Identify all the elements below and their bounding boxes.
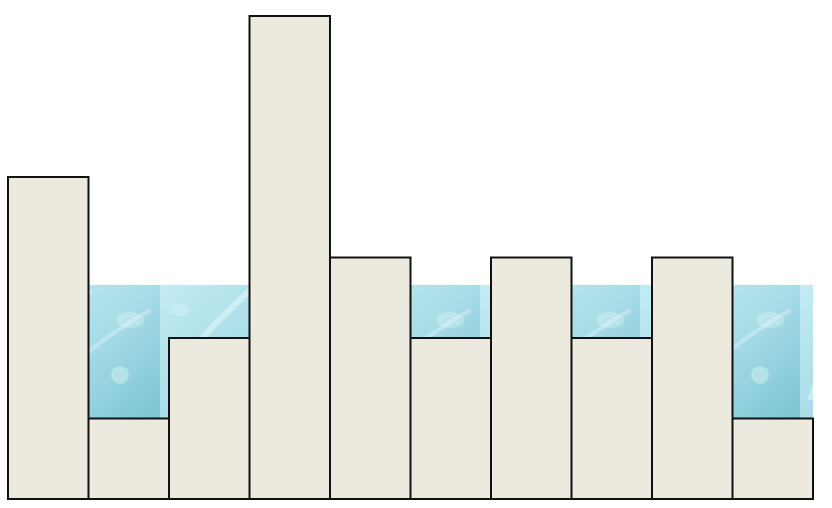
water-region xyxy=(88,284,813,419)
water-segment xyxy=(88,284,169,419)
bars-group xyxy=(7,15,814,500)
elevation-bar xyxy=(168,337,251,500)
water-segment xyxy=(169,284,250,338)
elevation-bar xyxy=(329,256,412,500)
elevation-bar xyxy=(248,15,331,500)
elevation-bar xyxy=(7,176,90,500)
elevation-bar xyxy=(570,337,653,500)
elevation-bar xyxy=(651,256,734,500)
elevation-bar xyxy=(731,417,814,500)
water-segment xyxy=(410,284,491,338)
water-segment xyxy=(732,284,813,419)
water-segment xyxy=(571,284,652,338)
elevation-bar xyxy=(490,256,573,500)
elevation-bar xyxy=(87,417,170,500)
elevation-bar xyxy=(409,337,492,500)
